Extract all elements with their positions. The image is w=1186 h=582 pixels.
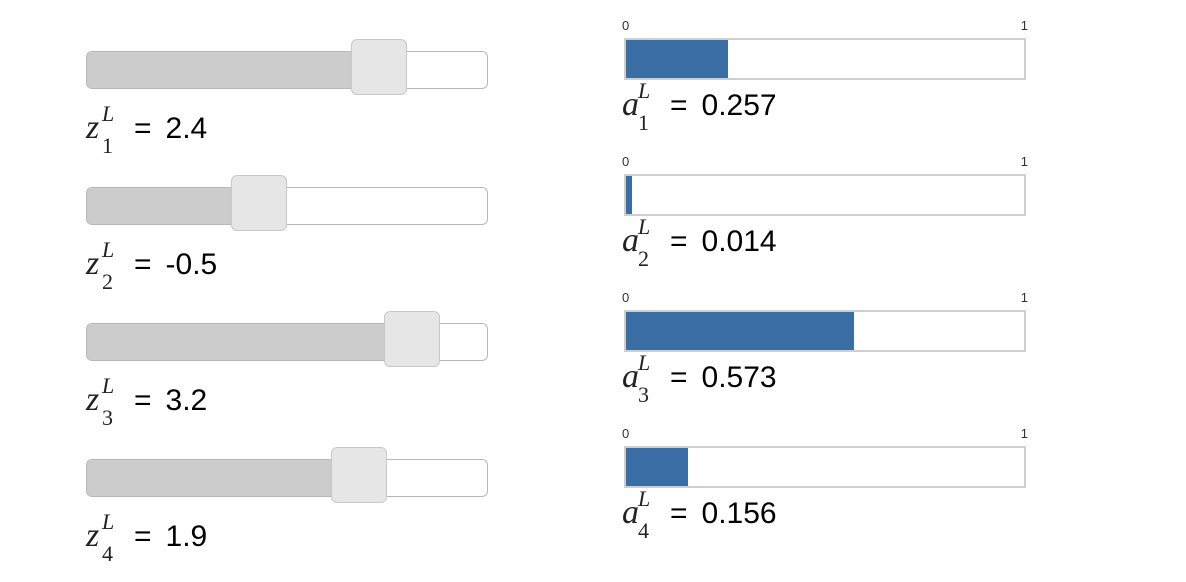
tick-max: 1 — [1020, 290, 1028, 305]
activation-bar-fill — [626, 312, 855, 350]
slider-label: z L 4 = 1.9 — [86, 509, 208, 566]
slider-z2: z L 2 = -0.5 — [86, 175, 490, 297]
equals-sign: = — [670, 225, 688, 258]
slider-track[interactable] — [86, 51, 488, 89]
slider-handle[interactable] — [383, 311, 440, 367]
slider-value: 1.9 — [165, 520, 208, 553]
tick-max: 1 — [1020, 426, 1028, 441]
slider-z3: z L 3 = 3.2 — [86, 311, 490, 433]
slider-track[interactable] — [86, 459, 488, 497]
activation-label: a L 3 = 0.573 — [622, 350, 777, 407]
activation-value: 0.014 — [701, 225, 777, 258]
slider-fill — [87, 52, 381, 88]
activation-value: 0.156 — [701, 497, 777, 530]
activation-value: 0.257 — [701, 89, 777, 122]
slider-value: 3.2 — [165, 384, 208, 417]
activation-a1: 0 1 a L 1 = 0.257 — [622, 18, 1028, 138]
activation-bar-fill — [626, 448, 689, 486]
activation-a4: 0 1 a L 4 = 0.156 — [622, 426, 1028, 546]
equals-sign: = — [134, 384, 152, 417]
tick-max: 1 — [1020, 18, 1028, 33]
slider-track[interactable] — [86, 187, 488, 225]
activation-bar-fill — [626, 40, 729, 78]
activation-label: a L 4 = 0.156 — [622, 486, 777, 543]
equals-sign: = — [134, 248, 152, 281]
equals-sign: = — [670, 497, 688, 530]
slider-label: z L 3 = 3.2 — [86, 373, 208, 430]
slider-label: z L 2 = -0.5 — [86, 237, 218, 294]
slider-fill — [87, 460, 361, 496]
activation-label: a L 2 = 0.014 — [622, 214, 777, 271]
slider-handle[interactable] — [331, 447, 388, 503]
tick-min: 0 — [622, 290, 630, 305]
slider-handle[interactable] — [230, 175, 287, 231]
slider-fill — [87, 324, 413, 360]
activation-bar — [624, 310, 1026, 352]
activation-a3: 0 1 a L 3 = 0.573 — [622, 290, 1028, 410]
activation-bar — [624, 446, 1026, 488]
tick-min: 0 — [622, 154, 630, 169]
equals-sign: = — [670, 89, 688, 122]
activation-value: 0.573 — [701, 361, 777, 394]
activation-label: a L 1 = 0.257 — [622, 78, 777, 135]
slider-z4: z L 4 = 1.9 — [86, 447, 490, 569]
activation-bar — [624, 38, 1026, 80]
slider-handle[interactable] — [351, 39, 408, 95]
equals-sign: = — [134, 520, 152, 553]
equals-sign: = — [670, 361, 688, 394]
slider-z1: z L 1 = 2.4 — [86, 39, 490, 161]
activation-bar — [624, 174, 1026, 216]
tick-max: 1 — [1020, 154, 1028, 169]
tick-min: 0 — [622, 426, 630, 441]
equals-sign: = — [134, 112, 152, 145]
activation-bar-fill — [626, 176, 632, 214]
slider-label: z L 1 = 2.4 — [86, 101, 208, 158]
slider-value: -0.5 — [165, 248, 218, 281]
activation-a2: 0 1 a L 2 = 0.014 — [622, 154, 1028, 274]
tick-min: 0 — [622, 18, 630, 33]
slider-value: 2.4 — [165, 112, 208, 145]
